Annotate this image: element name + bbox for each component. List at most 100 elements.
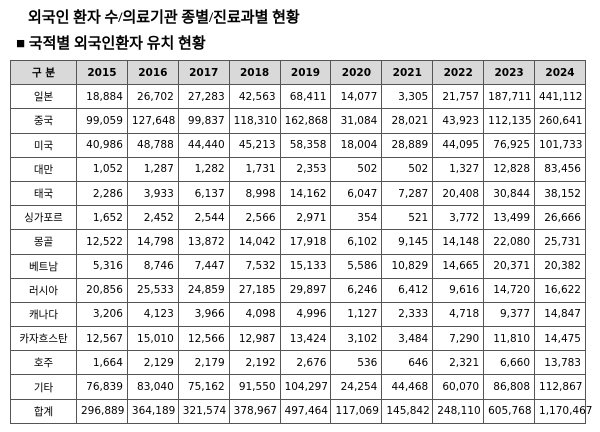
cell: 43,923 bbox=[432, 108, 485, 134]
cell: 15,133 bbox=[279, 253, 332, 279]
row-label: 캐나다 bbox=[10, 301, 77, 328]
cell: 12,987 bbox=[228, 326, 281, 352]
cell: 17,918 bbox=[279, 229, 332, 255]
cell: 6,047 bbox=[330, 180, 383, 207]
cell: 2,179 bbox=[177, 350, 230, 376]
cell: 2,321 bbox=[432, 350, 485, 376]
cell: 7,532 bbox=[228, 253, 281, 279]
cell: 13,783 bbox=[534, 350, 586, 376]
table-row: 싱가포르 1,652 2,452 2,544 2,566 2,971 354 521 3,772… bbox=[10, 205, 586, 231]
cell: 12,828 bbox=[483, 156, 536, 182]
table-row: 일본 18,884 26,702 27,283 42,563 68,411 14,077 3,… bbox=[10, 84, 586, 110]
table-row: 합계 296,889 364,189 321,574 378,967 497,464 117… bbox=[10, 398, 592, 424]
cell: 91,550 bbox=[228, 374, 281, 400]
cell: 3,102 bbox=[330, 326, 383, 352]
cell: 296,889 bbox=[76, 398, 128, 424]
cell: 99,059 bbox=[76, 108, 128, 134]
cell: 9,377 bbox=[483, 301, 536, 328]
table-row: 캐나다 3,206 4,123 3,966 4,098 4,996 1,127 2,333 4,… bbox=[10, 301, 586, 328]
cell: 162,868 bbox=[279, 108, 332, 134]
cell: 1,127 bbox=[330, 301, 383, 328]
cell: 2,971 bbox=[279, 205, 332, 231]
row-label: 대만 bbox=[10, 156, 77, 182]
column-header: 2020 bbox=[330, 59, 383, 86]
cell: 14,475 bbox=[534, 326, 586, 352]
cell: 2,129 bbox=[126, 350, 179, 376]
cell: 4,996 bbox=[279, 301, 332, 328]
row-label: 기타 bbox=[10, 374, 77, 400]
cell: 2,452 bbox=[126, 205, 179, 231]
column-header: 구 분 bbox=[10, 59, 77, 86]
row-label: 싱가포르 bbox=[10, 205, 77, 231]
cell: 13,872 bbox=[177, 229, 230, 255]
cell: 3,206 bbox=[76, 301, 128, 328]
table-row: 미국 40,986 48,788 44,440 45,213 58,358 18,004 28… bbox=[10, 132, 586, 158]
column-header: 2024 bbox=[534, 59, 586, 86]
cell: 10,829 bbox=[381, 253, 434, 279]
cell: 7,447 bbox=[177, 253, 230, 279]
cell: 6,660 bbox=[483, 350, 536, 376]
cell: 28,889 bbox=[381, 132, 434, 158]
cell: 5,586 bbox=[330, 253, 383, 279]
cell: 4,098 bbox=[228, 301, 281, 328]
row-label: 베트남 bbox=[10, 253, 77, 279]
cell: 2,353 bbox=[279, 156, 332, 182]
row-label: 카자흐스탄 bbox=[10, 326, 77, 352]
table-row: 카자흐스탄 12,567 15,010 12,566 12,987 13,424 3,102… bbox=[10, 326, 586, 352]
table-row: 호주 1,664 2,129 2,179 2,192 2,676 536 646 2,321 6,… bbox=[10, 350, 586, 376]
cell: 14,148 bbox=[432, 229, 485, 255]
cell: 14,720 bbox=[483, 277, 536, 303]
cell: 1,731 bbox=[228, 156, 281, 182]
row-label: 일본 bbox=[10, 84, 77, 110]
cell: 18,884 bbox=[76, 84, 128, 110]
cell: 4,123 bbox=[126, 301, 179, 328]
cell: 14,042 bbox=[228, 229, 281, 255]
cell: 2,333 bbox=[381, 301, 434, 328]
cell: 6,412 bbox=[381, 277, 434, 303]
row-label: 미국 bbox=[10, 132, 77, 158]
cell: 1,282 bbox=[177, 156, 230, 182]
cell: 145,842 bbox=[381, 398, 434, 424]
cell: 44,440 bbox=[177, 132, 230, 158]
cell: 2,566 bbox=[228, 205, 281, 231]
column-header: 2022 bbox=[432, 59, 485, 86]
cell: 605,768 bbox=[483, 398, 536, 424]
table-row: 대만 1,052 1,287 1,282 1,731 2,353 502 502 1,327 12… bbox=[10, 156, 586, 182]
cell: 9,616 bbox=[432, 277, 485, 303]
cell: 20,408 bbox=[432, 180, 485, 207]
cell: 13,424 bbox=[279, 326, 332, 352]
row-label: 중국 bbox=[10, 108, 77, 134]
cell: 7,290 bbox=[432, 326, 485, 352]
cell: 20,856 bbox=[76, 277, 128, 303]
cell: 497,464 bbox=[279, 398, 332, 424]
cell: 118,310 bbox=[228, 108, 281, 134]
cell: 40,986 bbox=[76, 132, 128, 158]
cell: 378,967 bbox=[228, 398, 281, 424]
cell: 44,095 bbox=[432, 132, 485, 158]
cell: 20,371 bbox=[483, 253, 536, 279]
row-label: 태국 bbox=[10, 180, 77, 207]
cell: 68,411 bbox=[279, 84, 332, 110]
column-header: 2021 bbox=[381, 59, 434, 86]
cell: 27,185 bbox=[228, 277, 281, 303]
cell: 502 bbox=[381, 156, 434, 182]
cell: 16,622 bbox=[534, 277, 586, 303]
cell: 76,839 bbox=[76, 374, 128, 400]
cell: 8,998 bbox=[228, 180, 281, 207]
cell: 5,316 bbox=[76, 253, 128, 279]
cell: 25,533 bbox=[126, 277, 179, 303]
cell: 31,084 bbox=[330, 108, 383, 134]
cell: 646 bbox=[381, 350, 434, 376]
cell: 21,757 bbox=[432, 84, 485, 110]
cell: 127,648 bbox=[126, 108, 179, 134]
cell: 2,192 bbox=[228, 350, 281, 376]
cell: 24,859 bbox=[177, 277, 230, 303]
cell: 502 bbox=[330, 156, 383, 182]
subtitle: ■ 국적별 외국인환자 유치 현황 bbox=[16, 36, 206, 52]
row-label: 합계 bbox=[10, 398, 77, 424]
cell: 29,897 bbox=[279, 277, 332, 303]
cell: 260,641 bbox=[534, 108, 586, 134]
cell: 354 bbox=[330, 205, 383, 231]
title: 외국인 환자 수/의료기관 종별/진료과별 현황 bbox=[28, 10, 300, 26]
cell: 58,358 bbox=[279, 132, 332, 158]
